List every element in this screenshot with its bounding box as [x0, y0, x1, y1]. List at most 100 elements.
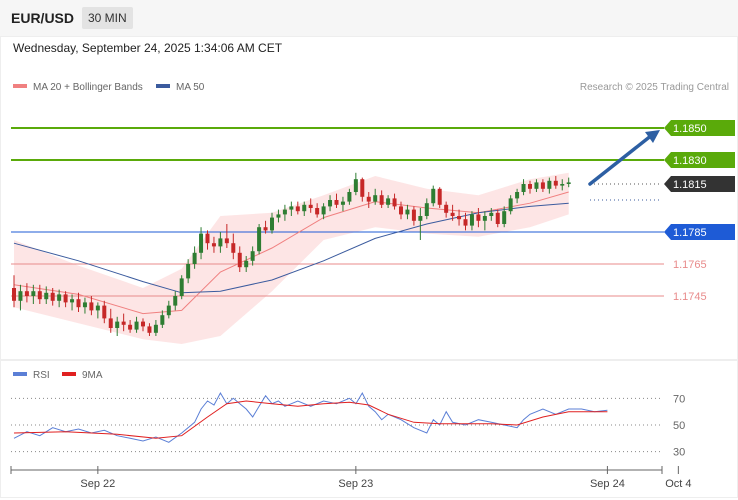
- candle-body: [334, 200, 339, 205]
- candle-body: [224, 238, 229, 244]
- candle-body: [57, 294, 62, 301]
- candle-body: [515, 192, 520, 199]
- candle-body: [166, 305, 171, 316]
- candle-body: [102, 305, 107, 319]
- candle-body: [553, 180, 558, 186]
- candle-body: [463, 219, 468, 226]
- credit-label: Research © 2025 Trading Central: [580, 82, 729, 93]
- candle-body: [431, 188, 436, 204]
- candle-body: [424, 203, 429, 216]
- candle-body: [179, 278, 184, 296]
- timeframe-badge[interactable]: 30 MIN: [82, 7, 133, 29]
- rsi-tick-label: 50: [673, 420, 685, 432]
- candle-body: [231, 243, 236, 253]
- bollinger-band: [14, 172, 569, 344]
- candle-body: [211, 243, 216, 247]
- candle-body: [82, 302, 87, 308]
- candle-body: [366, 196, 371, 202]
- header-bar: EUR/USD 30 MIN: [0, 0, 738, 36]
- candle-body: [379, 195, 384, 205]
- level-label-resistance: 1.1850: [673, 123, 707, 135]
- candle-body: [373, 195, 378, 202]
- legend-swatch-ma50: [156, 84, 170, 88]
- candle-body: [270, 217, 274, 231]
- rsi-legend-label-rsi_ma: 9MA: [82, 370, 103, 381]
- candle-body: [70, 299, 75, 303]
- candle-body: [495, 212, 500, 224]
- candle-body: [502, 211, 507, 224]
- level-label-support: 1.1745: [673, 291, 707, 303]
- candle-body: [534, 182, 539, 189]
- candle-body: [347, 192, 352, 202]
- candle-body: [121, 321, 126, 325]
- candle-body: [12, 288, 16, 301]
- candle-body: [31, 291, 36, 296]
- rsi-legend-swatch-rsi: [13, 372, 27, 376]
- candle-body: [192, 252, 197, 264]
- forecast-arrow-head: [645, 130, 660, 143]
- forecast-arrow-shaft: [588, 133, 654, 186]
- candle-body: [250, 251, 255, 261]
- candle-body: [276, 214, 281, 218]
- rsi-tick-label: 70: [673, 393, 685, 405]
- candle-body: [560, 184, 565, 186]
- candle-body: [399, 206, 403, 215]
- candle-body: [63, 294, 68, 303]
- candle-body: [482, 216, 487, 221]
- x-axis-label: Sep 23: [338, 478, 373, 490]
- rsi-legend-swatch-rsi_ma: [62, 372, 76, 376]
- rsi-line: [13, 391, 608, 443]
- candle-body: [237, 252, 242, 268]
- candle-body: [76, 299, 81, 308]
- instrument-title: EUR/USD: [11, 10, 75, 26]
- candle-body: [418, 216, 423, 221]
- legend-swatch-ma20: [13, 84, 27, 88]
- candle-body: [199, 233, 204, 253]
- candle-body: [205, 233, 210, 244]
- candle-body: [308, 204, 313, 208]
- candle-body: [44, 292, 49, 300]
- candle-body: [24, 291, 29, 296]
- candle-body: [289, 206, 294, 210]
- level-label-current: 1.1815: [673, 179, 707, 191]
- x-axis-label: Sep 22: [80, 478, 115, 490]
- candle-body: [128, 324, 133, 330]
- candle-body: [392, 198, 397, 207]
- candle-body: [437, 188, 442, 205]
- candle-body: [50, 292, 55, 301]
- legend-label-ma20: MA 20 + Bollinger Bands: [33, 82, 143, 93]
- candle-body: [476, 214, 481, 221]
- candle-body: [547, 180, 552, 189]
- ma20-line: [13, 191, 569, 315]
- candle-body: [108, 318, 113, 328]
- level-tag-resistance: [664, 152, 735, 168]
- rsi-legend-label-rsi: RSI: [33, 370, 50, 381]
- level-tag-resistance: [664, 120, 735, 136]
- level-tag-current: [664, 176, 735, 192]
- candle-body: [115, 321, 120, 328]
- candle-body: [89, 302, 94, 311]
- level-tag-pivot: [664, 224, 735, 240]
- candle-body: [469, 214, 474, 226]
- candle-body: [411, 209, 416, 221]
- x-axis-label: Oct 4: [665, 478, 691, 490]
- x-axis-label: Sep 24: [590, 478, 625, 490]
- candle-body: [321, 206, 326, 215]
- candle-body: [134, 321, 139, 330]
- rsi-ma-line: [13, 400, 608, 439]
- ma50-line: [13, 202, 569, 294]
- candle-body: [257, 227, 262, 252]
- candle-body: [540, 182, 545, 189]
- level-label-pivot: 1.1785: [673, 227, 707, 239]
- candle-body: [218, 238, 223, 247]
- candle-body: [263, 227, 268, 231]
- candle-body: [386, 198, 391, 205]
- candle-body: [173, 296, 178, 306]
- candle-body: [405, 209, 410, 215]
- candle-body: [244, 260, 249, 268]
- candle-body: [360, 179, 365, 197]
- level-label-support: 1.1765: [673, 259, 707, 271]
- rsi-tick-label: 30: [673, 447, 685, 459]
- candle-body: [328, 200, 333, 207]
